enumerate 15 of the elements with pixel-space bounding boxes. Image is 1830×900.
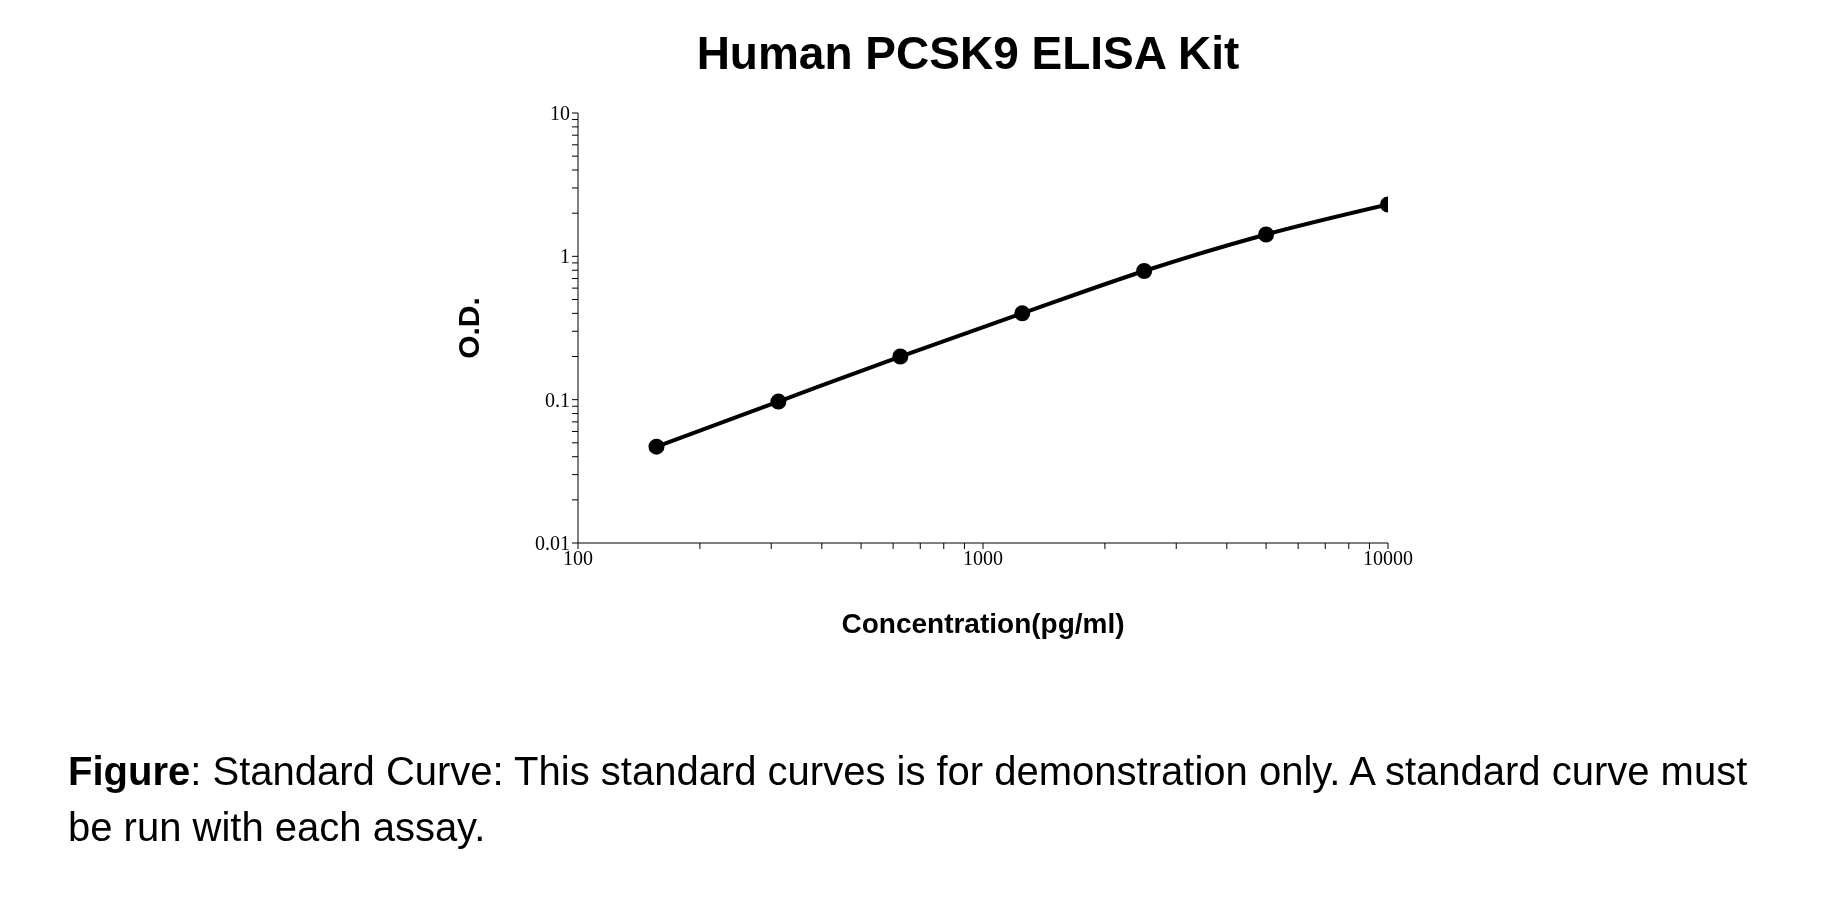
point	[648, 438, 665, 455]
y-tick-label: 10	[550, 102, 570, 125]
point	[770, 393, 787, 410]
point	[1258, 226, 1275, 243]
x-tick-label: 1000	[963, 547, 1003, 570]
y-tick-label: 0.1	[545, 388, 570, 411]
chart-title: Human PCSK9 ELISA Kit	[695, 26, 1241, 80]
y-axis-title: O.D.	[451, 297, 485, 359]
point	[892, 348, 909, 365]
point	[1014, 305, 1031, 322]
x-tick-label: 10000	[1363, 547, 1413, 570]
y-tick-label: 1	[560, 245, 570, 268]
text: Figure: Standard Curve: This standard curves is for demonstration only. A standard curve must be run with each assay.	[68, 748, 1749, 851]
x-axis-title: Concentration(pg/ml)	[841, 608, 1125, 639]
point	[1136, 263, 1153, 280]
